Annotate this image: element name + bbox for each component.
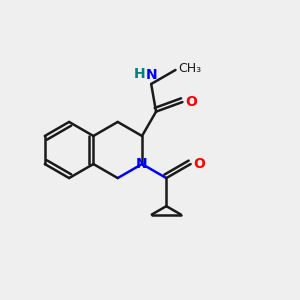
Text: O: O <box>185 95 197 109</box>
Text: N: N <box>146 68 157 83</box>
Text: N: N <box>136 157 148 171</box>
Text: CH₃: CH₃ <box>178 62 201 75</box>
Text: H: H <box>134 67 145 81</box>
Text: O: O <box>193 157 205 171</box>
